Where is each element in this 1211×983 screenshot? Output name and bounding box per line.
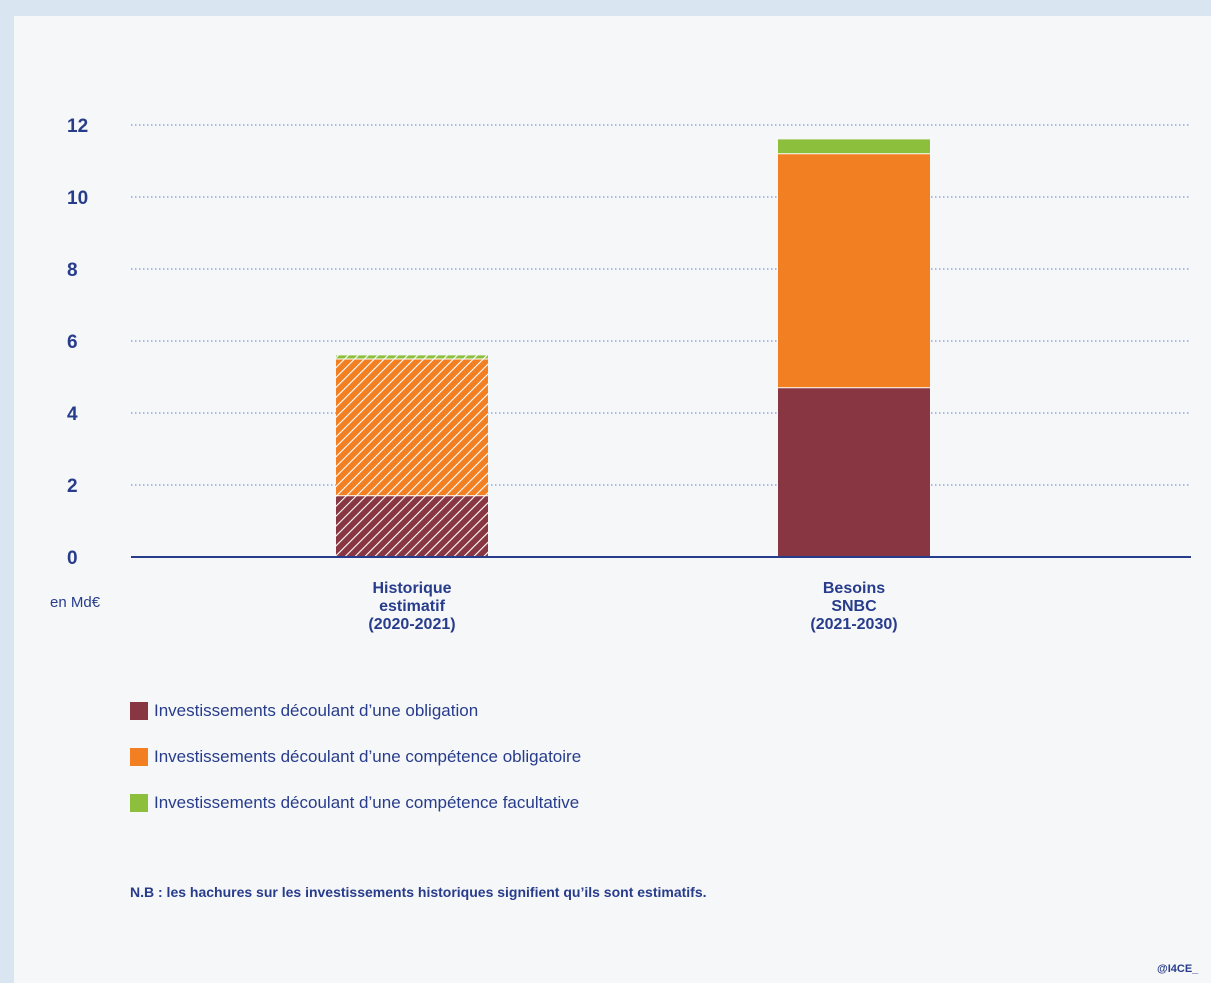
gridlines: [131, 124, 1191, 486]
legend: Investissements découlant d’une obligati…: [130, 700, 581, 838]
bars: [336, 139, 930, 557]
y-tick-label: 4: [67, 404, 78, 425]
axis-labels: 0 2 4 6 8 10 12 Historique estimatif (2020-2021) B…: [67, 116, 898, 633]
legend-item-competence-facultative: Investissements découlant d’une compéten…: [130, 792, 581, 814]
y-tick-label: 6: [67, 332, 78, 353]
legend-swatch: [130, 748, 148, 766]
bar-hatch: [336, 355, 488, 359]
legend-label: Investissements découlant d’une obligati…: [154, 701, 479, 720]
x-category-label-line: Historique: [372, 580, 451, 597]
x-category-label-line: (2020-2021): [368, 616, 455, 633]
credit-label: @I4CE_: [1157, 963, 1199, 975]
x-category-label-line: Besoins: [823, 580, 885, 597]
bar-segment: [778, 139, 930, 154]
chart-card: [14, 16, 1211, 983]
legend-item-competence-obligatoire: Investissements découlant d’une compéten…: [130, 746, 581, 768]
y-tick-label: 12: [67, 116, 88, 137]
x-category-label-line: SNBC: [831, 598, 877, 615]
bar-segment: [778, 153, 930, 388]
x-category-label: Historique estimatif (2020-2021): [368, 580, 455, 633]
stacked-bar-chart: 0 2 4 6 8 10 12 Historique estimatif (2020-2021) B…: [67, 116, 1191, 633]
bar-hatch: [336, 495, 488, 557]
footnote: N.B : les hachures sur les investissemen…: [130, 884, 707, 900]
unit-label: en Md€: [50, 594, 101, 611]
y-tick-label: 10: [67, 188, 88, 209]
legend-item-obligation: Investissements découlant d’une obligati…: [130, 700, 581, 722]
x-category-label: Besoins SNBC (2021-2030): [810, 580, 897, 633]
y-tick-label: 8: [67, 260, 78, 281]
y-tick-label: 2: [67, 476, 78, 497]
legend-swatch: [130, 702, 148, 720]
y-tick-label: 0: [67, 548, 78, 569]
bar-hatch: [336, 359, 488, 496]
x-category-label-line: estimatif: [379, 598, 445, 615]
x-category-label-line: (2021-2030): [810, 616, 897, 633]
legend-label: Investissements découlant d’une compéten…: [154, 747, 582, 766]
legend-swatch: [130, 794, 148, 812]
bar-segment: [778, 387, 930, 557]
legend-label: Investissements découlant d’une compéten…: [154, 793, 580, 812]
